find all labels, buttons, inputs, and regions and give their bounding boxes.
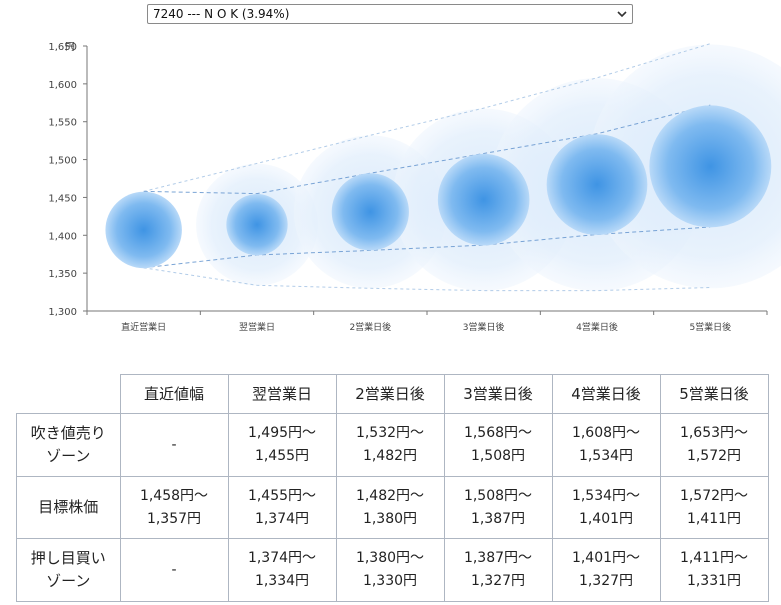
cell-line: 1,357円 (146, 510, 202, 527)
price-range-table: 直近値幅 翌営業日 2営業日後 3営業日後 4営業日後 5営業日後 吹き値売りゾ… (16, 374, 769, 602)
cell-line: 1,572円〜 (679, 487, 749, 504)
col-header: 4営業日後 (551, 374, 661, 414)
row-header-line: ゾーン (46, 572, 91, 590)
table-row: 目標株価 1,458円〜 1,357円 1,455円〜 1,374円 1,482円〜 1,3… (16, 476, 769, 539)
y-tick-label: 1,350 (48, 269, 77, 280)
x-tick-label: 翌営業日 (239, 321, 275, 333)
col-header: 翌営業日 (227, 374, 337, 414)
cell-line: 1,374円 (254, 510, 310, 527)
chevron-down-icon (617, 11, 627, 18)
cell-line: 1,653円〜 (679, 425, 749, 441)
row-header: 目標株価 (16, 476, 121, 539)
cell-line: 1,334円 (254, 573, 310, 589)
y-tick-label: 1,650 (48, 42, 77, 53)
cell-line: 1,572円 (686, 448, 742, 464)
outer-high-guide-line (143, 43, 711, 192)
cell-line: 1,387円 (470, 510, 526, 527)
cell-line: 1,495円〜 (247, 425, 317, 441)
x-tick-label: 5営業日後 (689, 321, 731, 333)
table-cell: 1,495円〜 1,455円 (227, 413, 337, 477)
table-cell: 1,411円〜 1,331円 (659, 538, 769, 602)
cell-line: 1,330円 (362, 573, 418, 589)
table-cell: 1,568円〜 1,508円 (443, 413, 553, 477)
table-corner (16, 374, 121, 414)
cell-line: 1,411円 (686, 510, 742, 527)
cell-line: 1,482円〜 (355, 487, 425, 504)
target-range-bubble (546, 134, 648, 235)
cell-line: 1,401円〜 (571, 550, 641, 566)
y-tick-label: 1,400 (48, 231, 77, 242)
table-row: 吹き値売りゾーン - 1,495円〜 1,455円 1,532円〜 1,482円 1,568… (16, 413, 769, 477)
x-tick-label: 2営業日後 (349, 321, 391, 333)
cell-line: 1,380円〜 (355, 550, 425, 566)
table-cell: 1,508円〜 1,387円 (443, 476, 553, 539)
cell-line: 1,411円〜 (679, 550, 749, 566)
x-tick-label: 3営業日後 (463, 321, 505, 333)
table-cell: 1,482円〜 1,380円 (335, 476, 445, 539)
row-header: 吹き値売り ゾーン (16, 413, 121, 477)
cell-line: 1,534円 (578, 448, 634, 464)
y-tick-label: 1,500 (48, 156, 77, 167)
cell-line: 1,534円〜 (571, 487, 641, 504)
cell-line: 1,568円〜 (463, 425, 533, 441)
stock-selector-value: 7240 --- N O K (3.94%) (153, 7, 290, 21)
cell-line: 1,608円〜 (571, 425, 641, 441)
x-tick-label: 4営業日後 (576, 321, 618, 333)
stock-selector[interactable]: 7240 --- N O K (3.94%) (147, 4, 633, 24)
row-header-line: 目標株価 (38, 498, 99, 516)
cell-line: - (171, 561, 177, 578)
cell-line: 1,532円〜 (355, 425, 425, 441)
cell-line: 1,380円 (362, 510, 418, 527)
cell-line: 1,455円 (254, 448, 310, 464)
cell-line: 1,327円 (578, 573, 634, 589)
col-header: 直近値幅 (119, 374, 229, 414)
cell-line: 1,508円〜 (463, 487, 533, 504)
table-cell: 1,455円〜 1,374円 (227, 476, 337, 539)
target-range-bubble (105, 191, 182, 269)
y-tick-label: 1,550 (48, 118, 77, 129)
table-row: 押し目買いゾーン - 1,374円〜 1,334円 1,380円〜 1,330円 1,387… (16, 538, 769, 602)
table-cell: 1,608円〜 1,534円 (551, 413, 661, 477)
table-cell: 1,374円〜 1,334円 (227, 538, 337, 602)
cell-line: 1,401円 (578, 510, 634, 527)
row-header-line: 吹き値売り (30, 424, 106, 442)
table-cell: 1,387円〜 1,327円 (443, 538, 553, 602)
y-tick-label: 1,600 (48, 80, 77, 91)
cell-line: - (171, 436, 177, 453)
y-tick-label: 1,450 (48, 193, 77, 204)
inner-high-guide-line (143, 104, 711, 195)
table-cell: 1,532円〜 1,482円 (335, 413, 445, 477)
table-cell: 1,458円〜 1,357円 (119, 476, 229, 539)
outer-low-guide-line (143, 267, 711, 292)
cell-line: 1,327円 (470, 573, 526, 589)
table-cell: - (119, 538, 229, 602)
price-range-chart: 円 1,300 1,350 1,400 1,450 1,500 1,550 1,600 1,65… (48, 42, 781, 333)
target-range-bubble (226, 194, 288, 256)
col-header: 3営業日後 (443, 374, 553, 414)
col-header: 5営業日後 (659, 374, 769, 414)
cell-line: 1,458円〜 (139, 487, 209, 504)
x-tick-label: 直近営業日 (121, 321, 166, 333)
col-header: 2営業日後 (335, 374, 445, 414)
target-range-bubble (331, 173, 409, 251)
target-range-bubble (437, 153, 530, 246)
row-header-line: ゾーン (46, 447, 91, 465)
table-cell: 1,653円〜 1,572円 (659, 413, 769, 477)
cell-line: 1,508円 (470, 448, 526, 464)
target-range-bubble (649, 105, 772, 228)
y-axis-unit: 円 (65, 42, 75, 53)
cell-line: 1,482円 (362, 448, 418, 464)
cell-line: 1,455円〜 (247, 487, 317, 504)
row-header-line: 押し目買い (30, 549, 106, 567)
row-header: 押し目買い ゾーン (16, 538, 121, 602)
y-tick-label: 1,300 (48, 307, 77, 318)
cell-line: 1,331円 (686, 573, 742, 589)
cell-line: 1,387円〜 (463, 550, 533, 566)
table-cell: 1,380円〜 1,330円 (335, 538, 445, 602)
table-cell: - (119, 413, 229, 477)
table-cell: 1,401円〜 1,327円 (551, 538, 661, 602)
cell-line: 1,374円〜 (247, 550, 317, 566)
table-cell: 1,534円〜 1,401円 (551, 476, 661, 539)
table-cell: 1,572円〜 1,411円 (659, 476, 769, 539)
